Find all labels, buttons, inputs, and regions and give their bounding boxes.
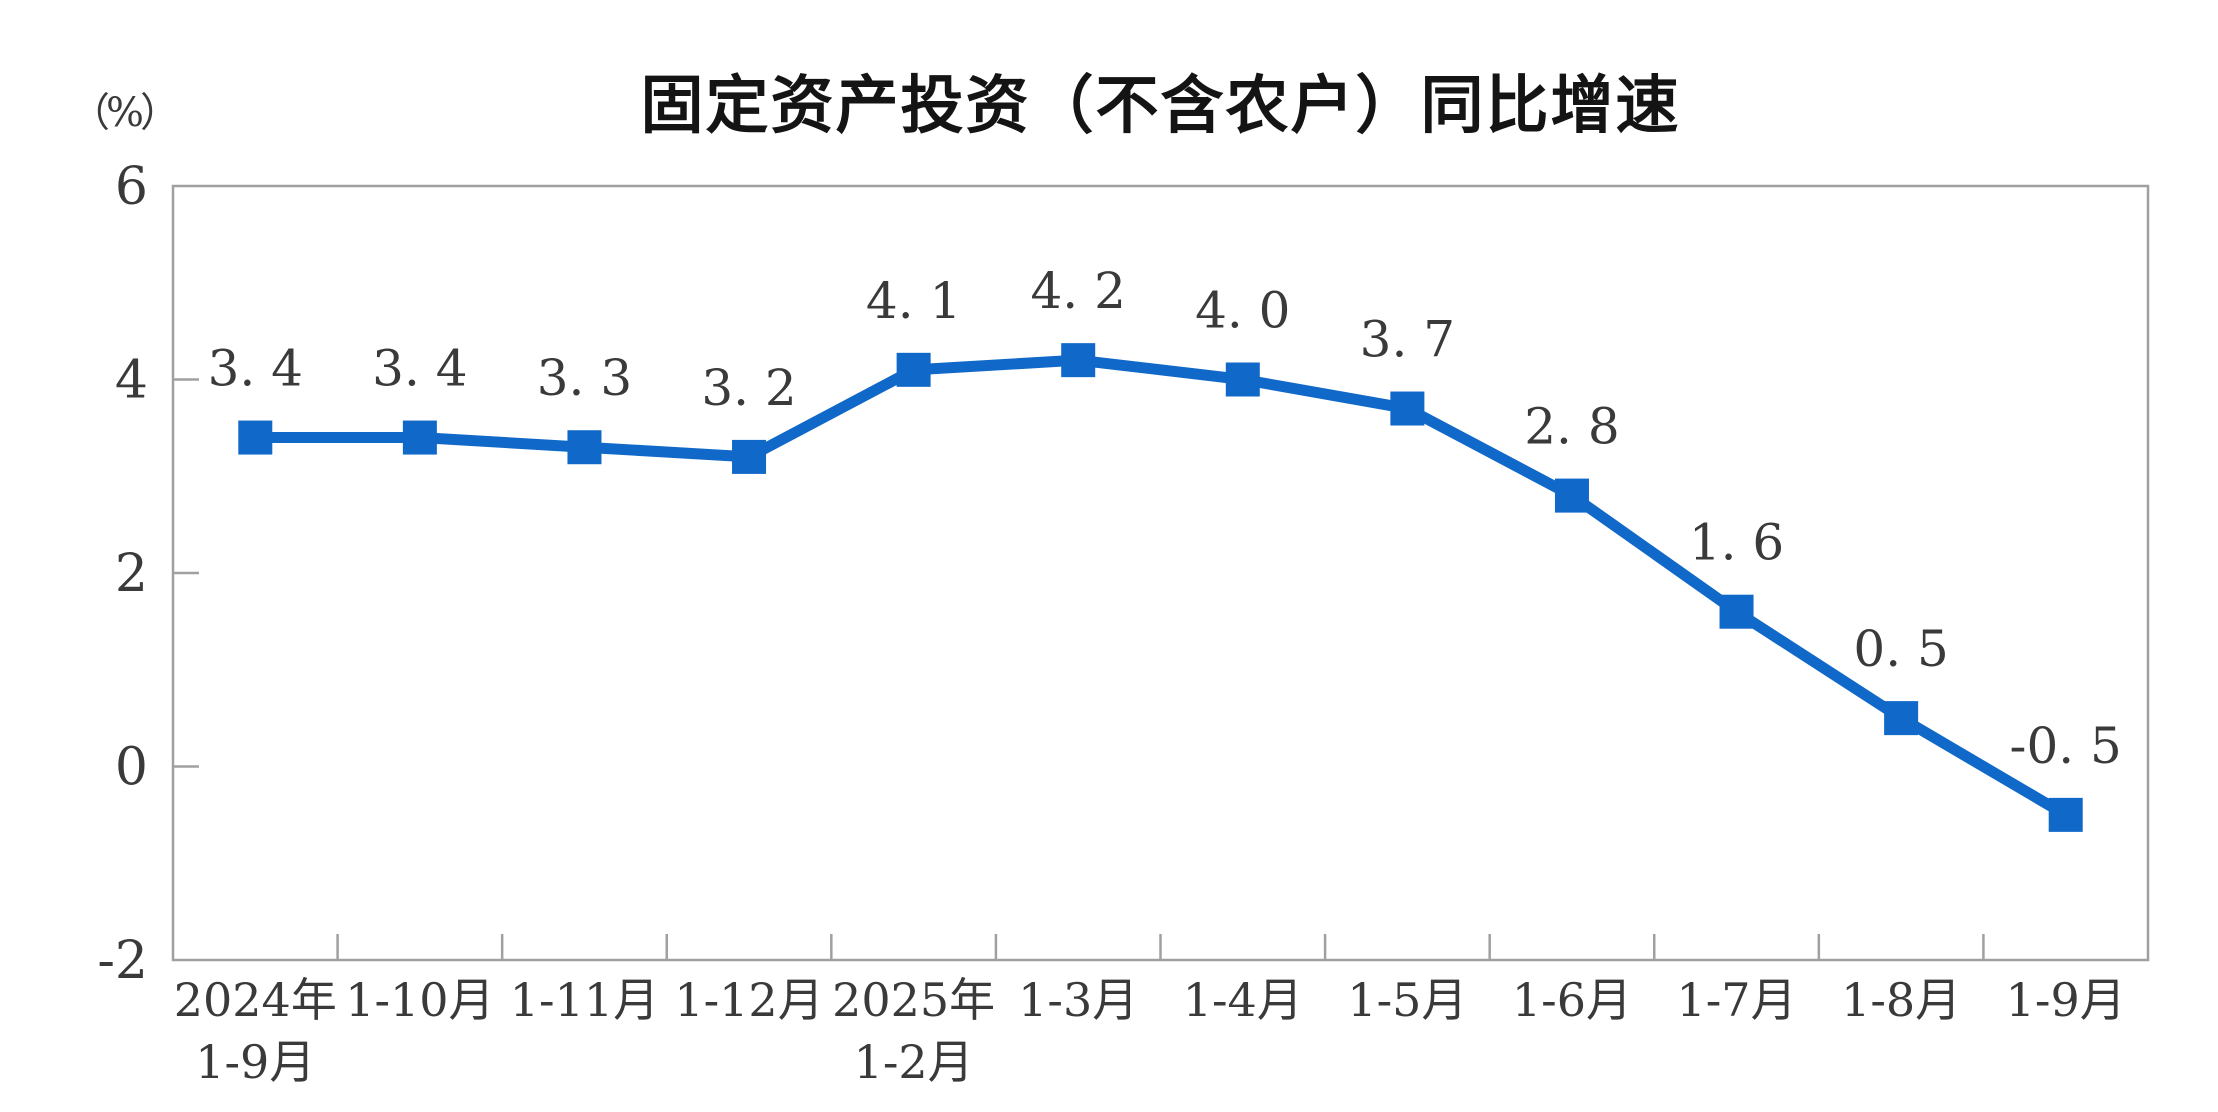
data-point-label: -0. 5: [2010, 717, 2122, 775]
x-axis-category-label: 1-10月: [345, 973, 494, 1027]
x-axis-category-label: 1-12月: [674, 973, 823, 1027]
x-axis-category-label: 1-7月: [1677, 973, 1797, 1027]
x-axis-category-label: 1-6月: [1512, 973, 1632, 1027]
data-point-label: 1. 6: [1689, 514, 1784, 572]
data-point-label: 3. 3: [537, 349, 632, 407]
data-point-marker: [1390, 391, 1425, 426]
data-point-label: 3. 2: [701, 359, 796, 417]
data-point-marker: [567, 430, 602, 465]
data-point-label: 4. 1: [866, 272, 961, 330]
y-axis-tick-label: 4: [115, 351, 148, 411]
x-axis-category-label: 2025年 1-2月: [832, 973, 995, 1089]
data-point-label: 4. 0: [1195, 282, 1290, 340]
data-point-marker: [1225, 362, 1260, 397]
data-point-marker: [1554, 478, 1589, 513]
data-point-marker: [238, 420, 273, 455]
y-axis-unit-label: （%）: [70, 90, 180, 136]
series-line: [249, 354, 2072, 821]
chart-title: 固定资产投资（不含农户）同比增速: [640, 71, 1681, 141]
x-axis-category-label: 1-4月: [1183, 973, 1303, 1027]
x-axis-category-label: 1-9月: [2006, 973, 2126, 1027]
data-point-label: 0. 5: [1853, 620, 1948, 678]
data-point-label: 3. 4: [208, 340, 303, 398]
data-point-marker: [402, 420, 437, 455]
data-point-marker: [732, 439, 767, 474]
data-point-label: 3. 7: [1360, 311, 1455, 369]
data-point-marker: [1061, 343, 1096, 378]
plot-frame: [171, 184, 2150, 962]
y-axis-tick-label: 2: [115, 544, 148, 604]
data-point-marker: [1884, 701, 1919, 736]
data-point-label: 2. 8: [1524, 398, 1619, 456]
x-axis-category-label: 2024年 1-9月: [174, 973, 337, 1089]
y-axis-tick-label: 0: [115, 738, 148, 798]
x-axis-category-label: 1-3月: [1018, 973, 1138, 1027]
y-axis-tick-label: -2: [97, 931, 148, 991]
data-point-label: 4. 2: [1030, 262, 1125, 320]
data-point-label: 3. 4: [372, 340, 467, 398]
y-axis-tick-label: 6: [115, 157, 148, 217]
data-point-marker: [896, 352, 931, 387]
x-axis-category-label: 1-8月: [1841, 973, 1961, 1027]
x-axis-category-label: 1-5月: [1347, 973, 1467, 1027]
data-point-marker: [1719, 594, 1754, 629]
data-point-marker: [2048, 797, 2083, 832]
x-axis-category-label: 1-11月: [510, 973, 659, 1027]
